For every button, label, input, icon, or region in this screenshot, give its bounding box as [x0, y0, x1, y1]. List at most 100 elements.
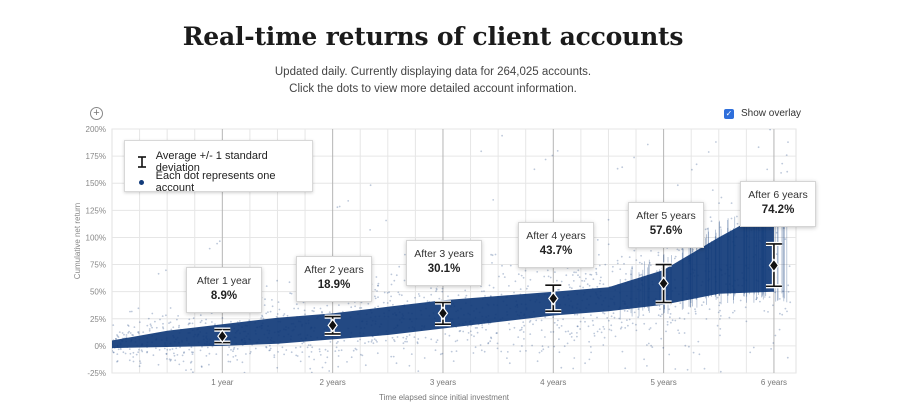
account-dot	[640, 283, 643, 285]
callout-year-6[interactable]: After 6 years 74.2%	[740, 181, 816, 227]
account-dot	[398, 318, 401, 321]
account-dot	[337, 340, 339, 343]
account-dot	[227, 336, 229, 339]
account-dot	[283, 328, 285, 331]
account-dot	[116, 334, 118, 336]
account-dot	[283, 313, 286, 315]
account-dot	[328, 311, 331, 313]
callout-year-1[interactable]: After 1 year 8.9%	[186, 267, 262, 313]
callout-year-3[interactable]: After 3 years 30.1%	[406, 240, 482, 286]
account-dot	[390, 295, 392, 298]
account-dot	[599, 279, 602, 282]
account-dot	[719, 268, 721, 270]
account-dot	[594, 292, 597, 294]
plus-circle-icon[interactable]: +	[90, 107, 103, 120]
account-dot	[513, 291, 515, 294]
account-dot	[377, 284, 379, 287]
account-dot	[738, 256, 740, 259]
show-overlay-toggle[interactable]: ✓ Show overlay	[724, 108, 801, 119]
account-dot	[191, 329, 194, 331]
account-dot	[160, 339, 163, 341]
account-dot	[337, 365, 340, 368]
y-axis-title: Cumulative net return	[73, 203, 82, 279]
account-dot	[276, 279, 278, 282]
account-dot	[233, 327, 236, 330]
account-dot	[626, 281, 629, 283]
account-dot	[441, 290, 444, 293]
account-dot	[772, 342, 775, 344]
account-dot	[189, 361, 192, 364]
account-dot	[123, 337, 126, 340]
account-dot	[390, 283, 393, 286]
account-dot	[310, 351, 313, 353]
account-dot	[197, 328, 200, 330]
account-dot	[268, 349, 271, 352]
account-dot	[137, 332, 140, 335]
account-dot	[322, 334, 325, 336]
account-dot	[496, 342, 499, 345]
account-dot	[204, 322, 207, 325]
account-dot	[625, 282, 628, 285]
account-dot	[487, 322, 490, 325]
account-dot	[216, 242, 219, 245]
account-dot	[236, 348, 239, 350]
account-dot	[115, 338, 117, 340]
account-dot	[276, 313, 279, 315]
account-dot	[208, 343, 211, 345]
account-dot	[187, 323, 190, 326]
account-dot	[383, 312, 385, 315]
account-dot	[525, 307, 528, 310]
account-dot	[576, 293, 579, 296]
account-dot	[538, 301, 541, 304]
account-dot	[631, 322, 634, 325]
account-dot	[673, 257, 676, 260]
account-dot	[200, 319, 203, 322]
account-dot	[278, 308, 281, 311]
account-dot	[692, 351, 695, 354]
account-dot	[449, 318, 452, 320]
account-dot	[673, 278, 676, 281]
callout-year-2[interactable]: After 2 years 18.9%	[296, 256, 372, 302]
account-dot	[309, 344, 312, 347]
account-dot	[489, 321, 492, 324]
account-dot	[403, 304, 406, 307]
account-dot	[188, 342, 190, 345]
account-dot	[543, 293, 546, 296]
account-dot	[686, 277, 688, 280]
account-dot	[635, 329, 638, 332]
account-dot	[129, 310, 131, 313]
account-dot	[234, 336, 237, 339]
account-dot	[591, 287, 594, 290]
account-dot	[638, 300, 641, 303]
x-tick-label: 2 years	[320, 378, 346, 387]
account-dot	[678, 293, 680, 296]
account-dot	[766, 10, 768, 12]
account-dot	[720, 196, 723, 199]
callout-year-4[interactable]: After 4 years 43.7%	[518, 222, 594, 268]
account-dot	[691, 250, 694, 253]
account-dot	[620, 255, 623, 258]
account-dot	[588, 358, 591, 361]
overlay-checkbox[interactable]: ✓	[724, 108, 734, 119]
account-dot	[535, 298, 538, 301]
account-dot	[352, 349, 355, 352]
account-dot	[668, 288, 671, 291]
account-dot	[595, 271, 598, 274]
account-dot	[579, 328, 581, 330]
account-dot	[635, 297, 638, 300]
account-dot	[616, 167, 619, 170]
account-dot	[360, 320, 363, 323]
account-dot	[570, 287, 573, 290]
account-dot	[294, 325, 297, 328]
account-dot	[385, 330, 388, 332]
account-dot	[227, 360, 230, 363]
callout-year-5[interactable]: After 5 years 57.6%	[628, 202, 704, 248]
account-dot	[208, 352, 211, 355]
account-dot	[206, 341, 209, 343]
account-dot	[261, 314, 263, 317]
account-dot	[688, 260, 690, 262]
account-dot	[378, 325, 381, 328]
account-dot	[117, 336, 120, 338]
account-dot	[603, 336, 606, 339]
account-dot	[165, 337, 168, 339]
